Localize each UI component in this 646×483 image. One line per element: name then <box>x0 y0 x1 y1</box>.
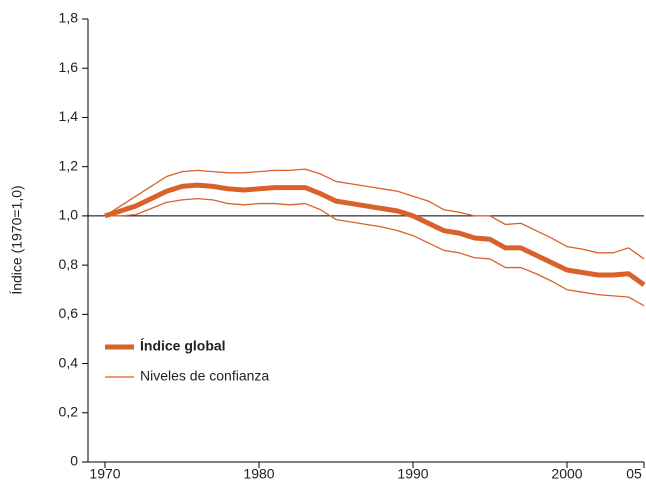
y-tick-label: 0,4 <box>59 354 79 370</box>
legend-label: Índice global <box>140 338 226 354</box>
y-tick-label: 1,2 <box>59 157 79 173</box>
y-tick-label: 0,2 <box>59 403 79 419</box>
y-tick-label: 1,0 <box>59 207 79 223</box>
index-line <box>104 182 646 287</box>
x-tick-label: 05 <box>626 466 642 482</box>
y-tick-label: 1,4 <box>59 108 79 124</box>
x-tick-label: 2000 <box>551 466 582 482</box>
y-tick-label: 1,6 <box>59 59 79 75</box>
x-tick-label: 1990 <box>397 466 428 482</box>
y-tick-label: 0,8 <box>59 256 79 272</box>
y-tick-label: 0 <box>70 453 78 469</box>
x-tick-label: 1980 <box>243 466 274 482</box>
confidence-upper <box>104 168 645 260</box>
legend-label: Niveles de confianza <box>140 368 269 384</box>
x-tick-label: 1970 <box>89 466 120 482</box>
y-axis-label: Índice (1970=1,0) <box>9 185 25 294</box>
y-tick-label: 0,6 <box>59 305 79 321</box>
confidence-lower <box>105 198 645 307</box>
y-tick-label: 1,8 <box>59 10 79 26</box>
